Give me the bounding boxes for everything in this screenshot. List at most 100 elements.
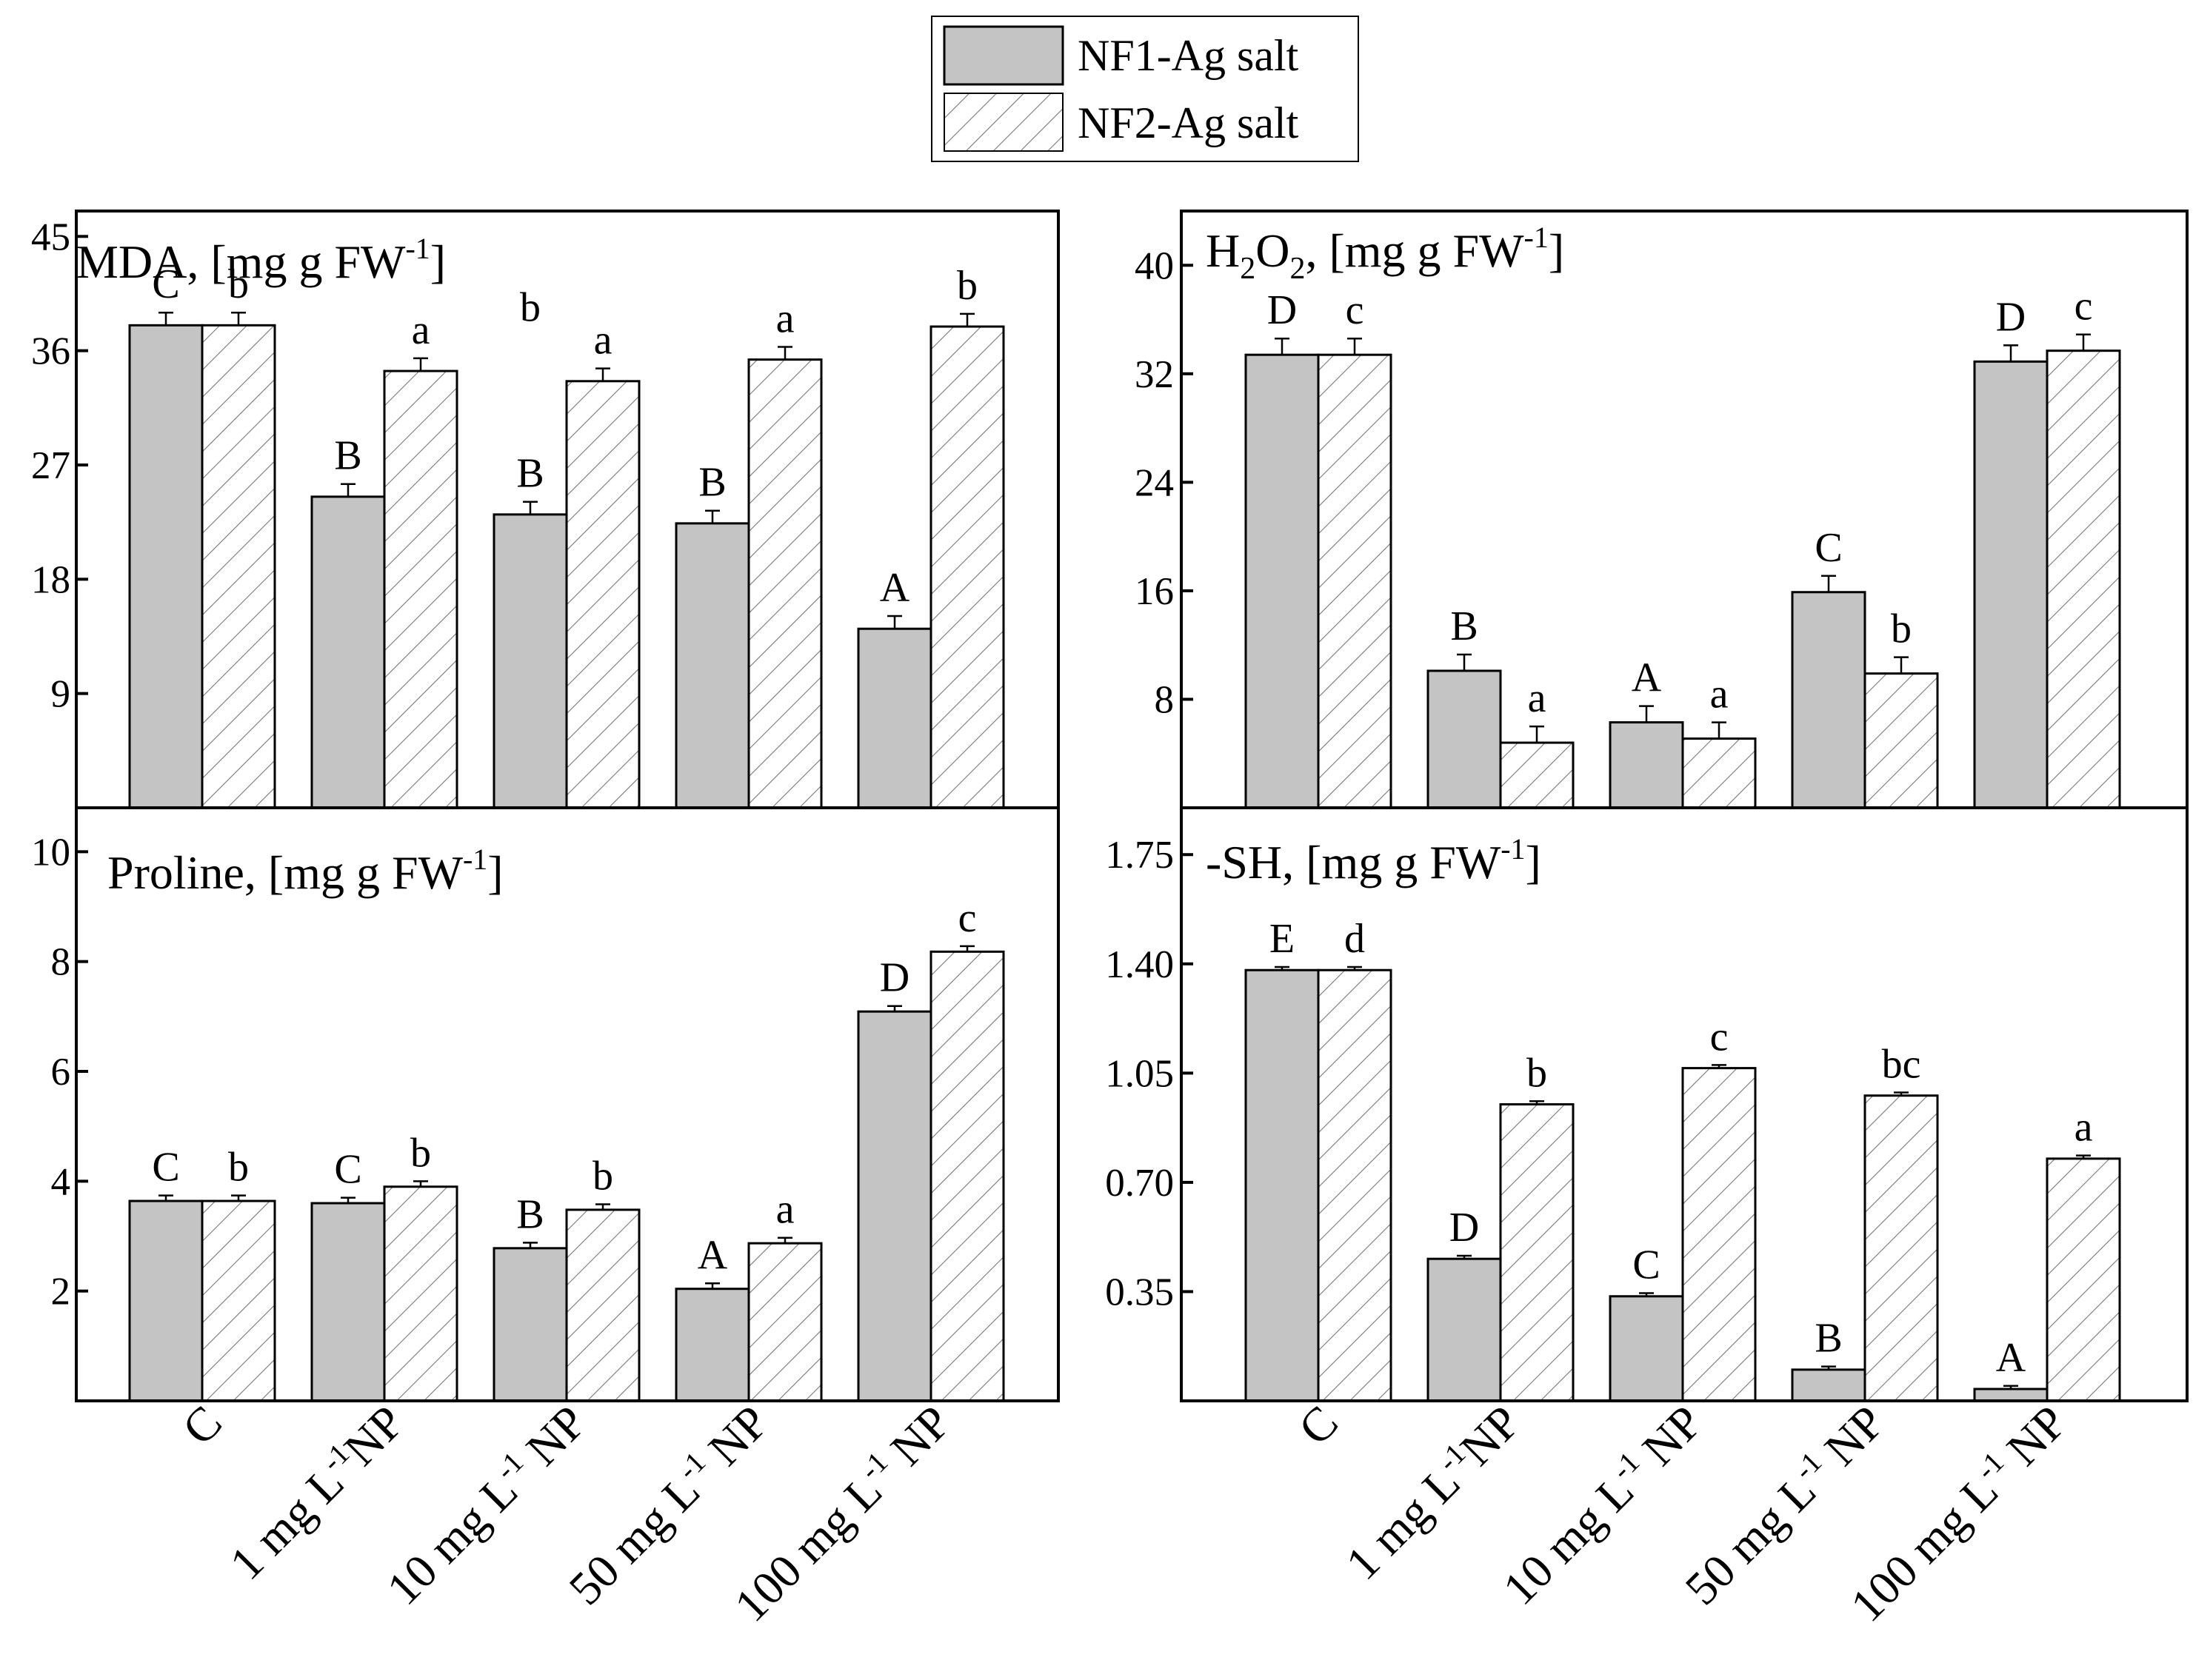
proline-ytick-label: 4: [51, 1160, 71, 1203]
sh-frame: [1180, 806, 2189, 1402]
proline-bar-nf2: [747, 1242, 823, 1402]
sh-y-axis: 0.35 0.70 1.05 1.40 1.75: [1105, 834, 1193, 1313]
sh-title: -SH, [mg g FW-1]: [1206, 832, 1541, 888]
proline-bar-nf2: [383, 1185, 458, 1402]
sh-sig-label: a: [2074, 1105, 2093, 1151]
proline-bar-nf1: [310, 1202, 386, 1402]
mda-bar-nf1: [675, 522, 750, 809]
sh-bar-nf2: [1863, 1094, 1939, 1402]
mda-ytick-label: 18: [31, 558, 70, 601]
legend-swatch-nf1: [943, 25, 1064, 86]
sh-ytick-label: 1.05: [1105, 1052, 1174, 1095]
mda-bar-nf1: [310, 495, 386, 809]
mda-bar-nf1: [857, 627, 932, 809]
mda-title: MDA, [mg g FW-1]: [76, 232, 446, 288]
h2o2-bar-nf1: [1791, 591, 1866, 809]
h2o2-ytick-label: 40: [1135, 244, 1174, 287]
proline-bar-nf1: [493, 1247, 568, 1402]
proline-sig-label: a: [776, 1187, 795, 1233]
proline-ytick-label: 2: [51, 1271, 71, 1313]
mda-sig-label: a: [776, 295, 795, 341]
h2o2-sig-label: a: [1710, 672, 1729, 717]
h2o2-sig-label: A: [1632, 655, 1662, 701]
sh-bar-nf1: [1244, 968, 1320, 1402]
h2o2-sig-label: b: [1891, 606, 1912, 652]
sh-ytick-label: 0.35: [1105, 1271, 1174, 1313]
proline-bar-nf2: [201, 1199, 276, 1402]
h2o2-bar-nf2: [1863, 672, 1939, 809]
x-category-label: 1 mg L-1NP: [218, 1394, 413, 1590]
mda-bar-nf2: [383, 369, 458, 809]
proline-title: Proline, [mg g FW-1]: [107, 843, 504, 899]
mda-sig-label: C: [152, 261, 179, 307]
mda-ytick-label: 27: [31, 444, 70, 487]
sh-sig-label: bc: [1882, 1041, 1921, 1087]
legend-label-nf1: NF1-Ag salt: [1078, 31, 1299, 80]
h2o2-sig-label: c: [2074, 284, 2093, 329]
proline-sig-label: D: [880, 955, 909, 1001]
proline-y-axis: 2 4 6 8 10: [31, 831, 88, 1313]
sh-bar-nf1: [1426, 1257, 1502, 1402]
sh-sig-label: c: [1710, 1014, 1729, 1060]
mda-sig-label: B: [334, 433, 361, 479]
mda-sig-label: b: [228, 261, 249, 307]
proline-ytick-label: 8: [51, 941, 71, 984]
proline-bar-nf1: [857, 1010, 932, 1402]
sh-bar-nf2: [2046, 1157, 2121, 1402]
h2o2-sig-label: B: [1450, 603, 1478, 649]
mda-sig-label: a: [412, 307, 430, 353]
mda-sig-label: A: [880, 565, 910, 611]
mda-bar-nf2: [929, 325, 1005, 809]
x-category-label: C: [1289, 1396, 1348, 1455]
sh-ytick-label: 1.40: [1105, 943, 1174, 986]
proline-bar-nf2: [929, 950, 1005, 1402]
h2o2-sig-label: C: [1815, 525, 1842, 571]
sh-sig-label: B: [1815, 1316, 1842, 1362]
sh-sig-label: d: [1344, 916, 1365, 962]
sh-bar-nf2: [1681, 1067, 1757, 1402]
proline-ytick-label: 6: [51, 1051, 71, 1094]
legend: NF1-Ag salt NF2-Ag salt: [931, 16, 1359, 162]
h2o2-sig-label: a: [1528, 675, 1546, 721]
h2o2-bar-nf1: [1609, 721, 1684, 809]
mda-bar-nf1: [128, 324, 204, 809]
mda-bar-nf1: [493, 513, 568, 809]
sh-bar-nf1: [1791, 1368, 1866, 1402]
h2o2-ytick-label: 8: [1155, 678, 1175, 721]
proline-sig-label: C: [334, 1147, 361, 1193]
proline-sig-label: C: [152, 1145, 179, 1191]
legend-label-nf2: NF2-Ag salt: [1078, 98, 1299, 147]
proline-sig-label: B: [516, 1191, 544, 1237]
mda-bar-nf2: [201, 324, 276, 809]
mda-ytick-label: 9: [51, 673, 71, 716]
sh-bar-nf1: [1609, 1295, 1684, 1402]
h2o2-bar-nf2: [1681, 737, 1757, 809]
h2o2-ytick-label: 24: [1135, 461, 1174, 504]
legend-swatch-nf2: [944, 93, 1064, 152]
sh-sig-label: E: [1269, 916, 1295, 962]
mda-bar-nf2: [565, 380, 641, 809]
mda-bar-nf2: [747, 358, 823, 809]
h2o2-bar-nf1: [1244, 353, 1320, 809]
x-category-label: 1 mg L-1NP: [1334, 1394, 1529, 1590]
sh-ytick-label: 1.75: [1105, 834, 1174, 877]
proline-frame: [75, 806, 1060, 1402]
proline-bar-nf1: [675, 1288, 750, 1402]
mda-ytick-label: 36: [31, 330, 70, 373]
sh-bar-nf2: [1317, 968, 1392, 1402]
sh-sig-label: A: [1996, 1335, 2026, 1381]
mda-y-axis: 9 18 27 36 45: [31, 215, 88, 716]
sh-sig-label: b: [1526, 1050, 1547, 1096]
sh-bar-nf2: [1499, 1103, 1575, 1402]
mda-sig-label: B: [698, 460, 726, 506]
